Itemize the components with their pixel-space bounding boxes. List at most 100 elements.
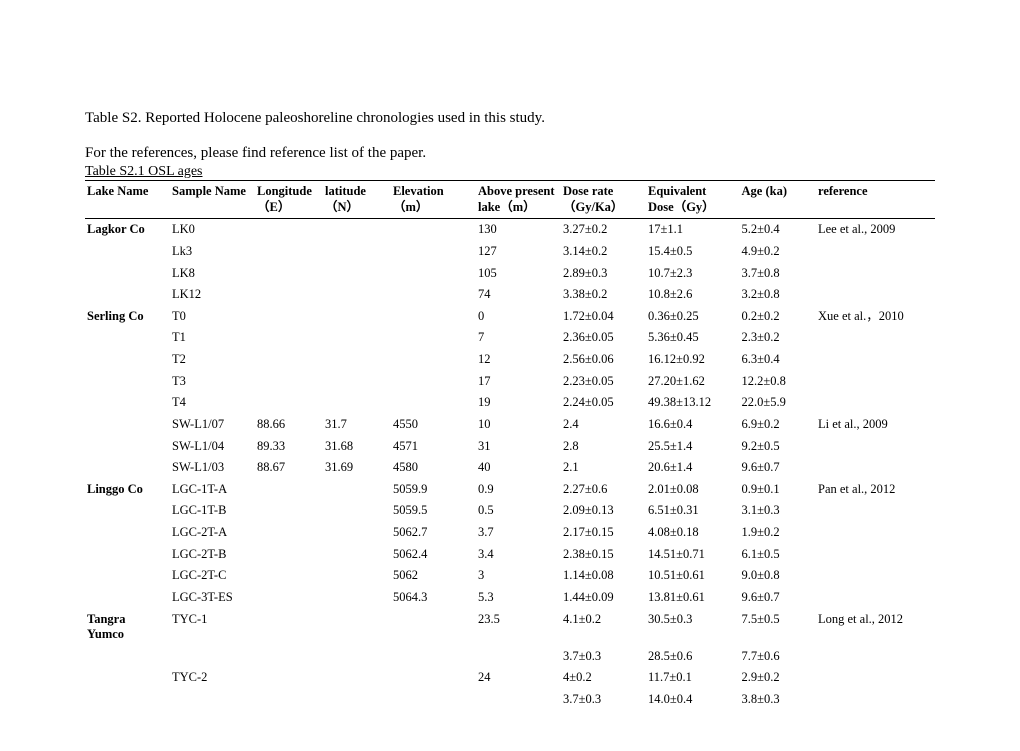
cell-above: 0.5 (476, 500, 561, 522)
cell-above: 23.5 (476, 609, 561, 646)
cell-sample: TYC-1 (170, 609, 255, 646)
cell-sample: LGC-2T-C (170, 565, 255, 587)
cell-sample: SW-L1/07 (170, 414, 255, 436)
cell-ref (816, 667, 935, 689)
cell-lat (323, 349, 391, 371)
cell-lake: Tangra Yumco (85, 609, 170, 646)
table-row: Lagkor CoLK01303.27±0.217±1.15.2±0.4Lee … (85, 219, 935, 241)
cell-dose: 3.7±0.3 (561, 689, 646, 711)
cell-sample (170, 646, 255, 668)
cell-sample: LGC-1T-B (170, 500, 255, 522)
cell-age: 4.9±0.2 (740, 241, 817, 263)
cell-lon (255, 392, 323, 414)
cell-lake (85, 565, 170, 587)
cell-age: 22.0±5.9 (740, 392, 817, 414)
cell-lat (323, 479, 391, 501)
col-sample: Sample Name (170, 181, 255, 219)
table-row: TYC-2244±0.211.7±0.12.9±0.2 (85, 667, 935, 689)
cell-lon (255, 587, 323, 609)
cell-equiv: 10.51±0.61 (646, 565, 740, 587)
cell-lake (85, 457, 170, 479)
cell-lake (85, 349, 170, 371)
cell-equiv: 16.6±0.4 (646, 414, 740, 436)
cell-above: 0 (476, 306, 561, 328)
cell-ref (816, 349, 935, 371)
cell-above: 10 (476, 414, 561, 436)
cell-ref: Pan et al., 2012 (816, 479, 935, 501)
cell-lon: 88.67 (255, 457, 323, 479)
cell-lat (323, 689, 391, 711)
cell-elev (391, 219, 476, 241)
cell-age: 5.2±0.4 (740, 219, 817, 241)
cell-lat (323, 392, 391, 414)
cell-equiv: 27.20±1.62 (646, 371, 740, 393)
cell-ref: Li et al., 2009 (816, 414, 935, 436)
cell-lon (255, 371, 323, 393)
cell-dose: 2.56±0.06 (561, 349, 646, 371)
cell-age: 9.6±0.7 (740, 587, 817, 609)
cell-above: 0.9 (476, 479, 561, 501)
cell-dose: 1.44±0.09 (561, 587, 646, 609)
cell-equiv: 25.5±1.4 (646, 436, 740, 458)
cell-dose: 2.8 (561, 436, 646, 458)
cell-elev: 5062.4 (391, 544, 476, 566)
cell-above (476, 646, 561, 668)
cell-age: 2.9±0.2 (740, 667, 817, 689)
cell-dose: 1.72±0.04 (561, 306, 646, 328)
cell-lake (85, 522, 170, 544)
cell-sample: LGC-3T-ES (170, 587, 255, 609)
cell-equiv: 15.4±0.5 (646, 241, 740, 263)
cell-lat (323, 667, 391, 689)
cell-ref (816, 565, 935, 587)
cell-dose: 4±0.2 (561, 667, 646, 689)
cell-lake (85, 689, 170, 711)
cell-lon (255, 327, 323, 349)
cell-equiv: 6.51±0.31 (646, 500, 740, 522)
cell-elev (391, 241, 476, 263)
cell-age: 6.3±0.4 (740, 349, 817, 371)
cell-above: 40 (476, 457, 561, 479)
cell-above: 12 (476, 349, 561, 371)
cell-dose: 2.23±0.05 (561, 371, 646, 393)
cell-sample: LGC-2T-A (170, 522, 255, 544)
cell-above: 127 (476, 241, 561, 263)
cell-ref (816, 587, 935, 609)
cell-lon: 88.66 (255, 414, 323, 436)
cell-lon (255, 241, 323, 263)
cell-elev (391, 609, 476, 646)
cell-lat (323, 500, 391, 522)
cell-elev: 4571 (391, 436, 476, 458)
col-elev: Elevation（m） (391, 181, 476, 219)
cell-sample: LGC-2T-B (170, 544, 255, 566)
cell-above: 24 (476, 667, 561, 689)
cell-equiv: 16.12±0.92 (646, 349, 740, 371)
cell-lon (255, 219, 323, 241)
table-header-row: Lake Name Sample Name Longitude（E） latit… (85, 181, 935, 219)
cell-dose: 2.38±0.15 (561, 544, 646, 566)
cell-elev (391, 646, 476, 668)
cell-lat: 31.68 (323, 436, 391, 458)
cell-dose: 2.4 (561, 414, 646, 436)
cell-lat (323, 646, 391, 668)
table-row: SW-L1/0788.6631.74550102.416.6±0.46.9±0.… (85, 414, 935, 436)
col-age: Age (ka) (740, 181, 817, 219)
cell-sample: T4 (170, 392, 255, 414)
cell-lon (255, 284, 323, 306)
cell-lake (85, 371, 170, 393)
cell-age: 3.7±0.8 (740, 263, 817, 285)
table-row: T3172.23±0.0527.20±1.6212.2±0.8 (85, 371, 935, 393)
cell-above: 105 (476, 263, 561, 285)
cell-dose: 3.27±0.2 (561, 219, 646, 241)
cell-age: 0.2±0.2 (740, 306, 817, 328)
cell-sample: T0 (170, 306, 255, 328)
cell-lon (255, 565, 323, 587)
cell-ref: Xue et al.，2010 (816, 306, 935, 328)
cell-equiv: 49.38±13.12 (646, 392, 740, 414)
cell-dose: 2.1 (561, 457, 646, 479)
cell-elev (391, 284, 476, 306)
table-body: Lagkor CoLK01303.27±0.217±1.15.2±0.4Lee … (85, 219, 935, 711)
cell-equiv: 28.5±0.6 (646, 646, 740, 668)
cell-ref (816, 327, 935, 349)
cell-age: 0.9±0.1 (740, 479, 817, 501)
col-lon: Longitude（E） (255, 181, 323, 219)
